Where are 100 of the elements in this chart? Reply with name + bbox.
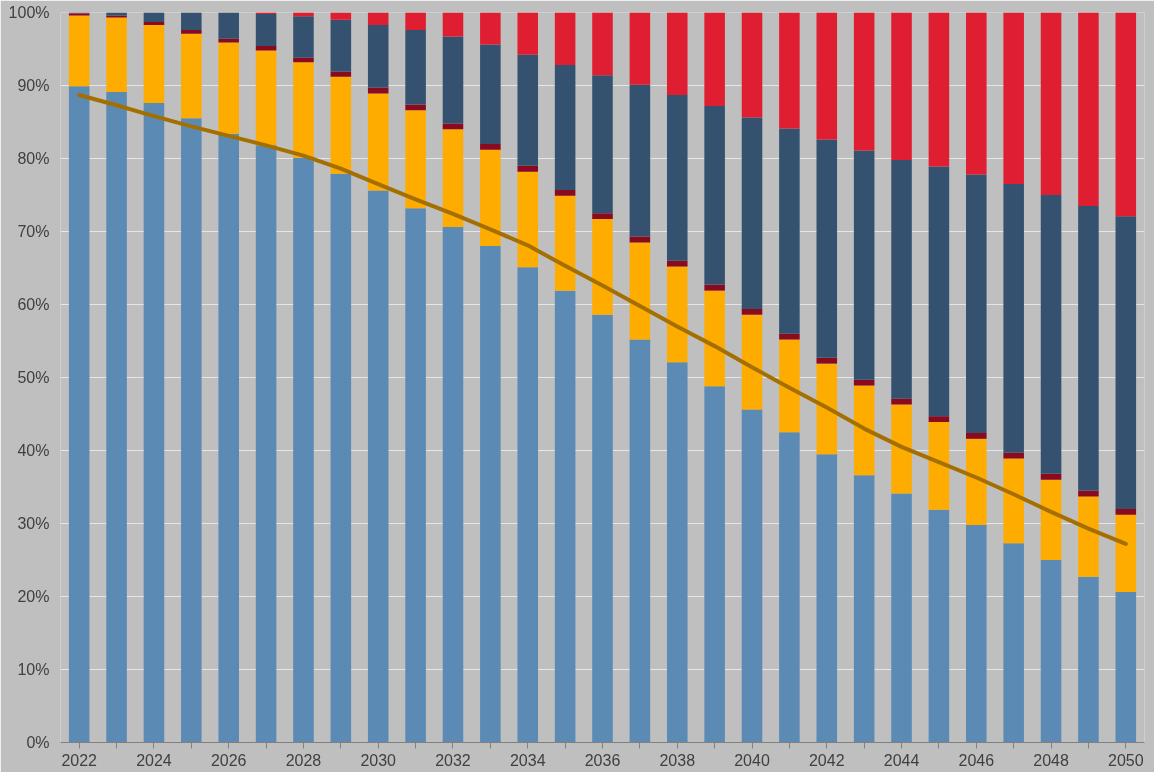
bar [666,266,688,363]
bar [480,44,501,144]
bar [1115,216,1137,509]
bar [218,133,239,743]
x-tick-label: 2026 [210,751,247,769]
bar [853,12,875,151]
bar [480,143,501,150]
bar [1003,452,1024,459]
x-tick-label: 2042 [808,751,845,769]
bar [816,357,838,364]
y-tick-label: 70% [17,223,50,240]
bar [293,62,314,158]
bar [592,314,613,743]
x-tick-label: 2040 [734,751,770,769]
bar [1078,496,1099,577]
bar [405,12,426,31]
bar [779,339,800,433]
bar [1040,560,1062,743]
bar [741,12,763,118]
x-tick-label: 2038 [659,751,696,769]
bar [68,15,90,87]
bar [966,174,987,433]
bar [853,379,875,386]
x-tick-label: 2034 [509,751,546,769]
bar [592,219,613,315]
bar [928,422,950,510]
x-tick-label: 2024 [136,751,172,769]
bar [367,87,389,94]
y-tick-label: 10% [17,661,50,678]
bar [1115,592,1137,743]
bar [704,105,725,285]
bar [1040,473,1062,480]
bar [405,104,426,111]
bar [143,103,165,743]
x-tick-label: 2046 [958,751,995,769]
bar [629,242,651,340]
bar [816,12,838,140]
bar [68,86,90,743]
bar [480,246,501,743]
bar [517,267,539,743]
y-tick-label: 40% [17,442,50,459]
bar [1003,12,1024,185]
x-tick-label: 2028 [285,751,322,769]
y-tick-label: 60% [17,296,50,313]
x-tick-label: 2044 [883,751,920,769]
bar [517,165,539,172]
bar [405,110,426,209]
x-tick-label: 2030 [360,751,397,769]
bar [442,123,464,130]
bar [367,93,389,191]
bar [928,509,950,743]
bar [1115,12,1137,217]
bar [1003,184,1024,453]
bar [666,94,688,261]
bar [218,12,239,39]
bar [330,19,352,72]
line-series [77,92,1128,546]
bar [293,57,314,63]
bar [480,149,501,247]
bar [629,12,651,85]
bar [442,227,464,743]
bar [1078,576,1099,743]
bar [704,284,725,291]
bar [255,145,277,743]
bar [891,404,912,494]
bar [966,524,987,743]
y-tick-label: 100% [8,4,50,21]
bar [330,71,352,77]
bar [1003,458,1024,544]
bar [405,208,426,743]
bar [330,12,352,20]
bar [143,12,165,22]
bar [816,454,838,743]
bar [442,36,464,124]
x-tick-label: 2050 [1108,751,1144,769]
bar [779,128,800,334]
bar [592,213,613,220]
bar [966,12,987,175]
bar [554,195,576,291]
bar [554,189,576,196]
bar [367,24,389,88]
bar [928,12,950,167]
bar [218,42,239,134]
bar [891,493,912,743]
bar [704,12,725,106]
bar [1040,479,1062,560]
bar [517,171,539,268]
bar [741,308,763,315]
bar [629,84,651,237]
bar [554,65,576,190]
bar [853,385,875,476]
bar [517,54,539,166]
bar [367,190,389,743]
bar [928,166,950,417]
bar [1040,12,1062,195]
y-tick-label: 50% [17,369,50,386]
bar [891,398,912,405]
bar [779,333,800,340]
bar [517,12,539,55]
bar [554,12,576,66]
